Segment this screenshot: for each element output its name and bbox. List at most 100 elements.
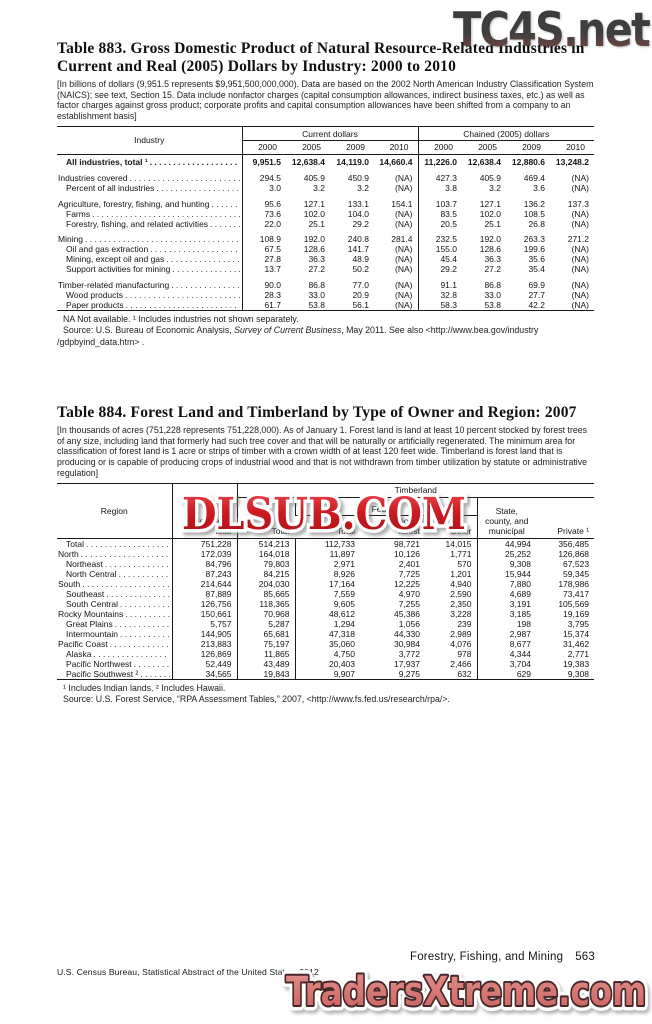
row-label-text: Agriculture, forestry, fishing, and hunt… <box>58 198 210 209</box>
cell-value: 126,868 <box>558 548 590 559</box>
watermark-bottom-outline: TradersXtreme.com <box>286 969 646 1015</box>
cell-value: 33.0 <box>308 289 325 300</box>
cell-value: (NA) <box>395 299 413 310</box>
footer-credit: U.S. Census Bureau, Statistical Abstract… <box>57 967 319 977</box>
cell-value: 356,485 <box>558 538 590 549</box>
table-row: Industries covered 294.5 405.9 450.9 (NA) 427… <box>57 173 594 184</box>
cell-value: 29.2 <box>352 218 369 229</box>
cell-value: 20.5 <box>417 218 462 229</box>
header-line: total <box>215 525 232 536</box>
row-label: Total <box>57 538 172 549</box>
cell-value: 213,883 <box>171 638 237 649</box>
cell-value: 1,771 <box>450 548 472 559</box>
cell-value: 214,644 <box>171 578 237 589</box>
cell-value: 59,345 <box>563 568 590 579</box>
cell-value: 164,018 <box>236 548 295 559</box>
table-row: Forestry, fishing, and related activitie… <box>57 218 594 229</box>
cell-value: 70,968 <box>236 608 295 619</box>
cell-value: 9,308 <box>567 668 590 679</box>
cell-value: 27.2 <box>308 264 325 275</box>
cell-value: 84,215 <box>236 568 295 579</box>
cell-value: 126,756 <box>171 598 237 609</box>
cell-value: 4,344 <box>476 648 536 659</box>
table-883-section: Table 883. Gross Domestic Product of Nat… <box>57 40 594 348</box>
source-italic-text: Survey of Current Business <box>234 325 342 336</box>
col-header-year: 2009 <box>506 140 550 155</box>
cell-value: (NA) <box>395 183 413 194</box>
cell-value: 3,185 <box>476 608 536 619</box>
cell-value: 45,386 <box>394 608 420 619</box>
cell-value: 7,725 <box>398 568 420 579</box>
cell-value: 90.0 <box>241 279 286 290</box>
cell-value: 73,417 <box>563 588 590 599</box>
cell-value: 405.9 <box>303 173 325 184</box>
dot-leader <box>82 579 169 589</box>
cell-value: 28.3 <box>241 289 286 300</box>
cell-value: 47,318 <box>294 628 360 639</box>
cell-value: 2,771 <box>567 648 590 659</box>
cell-value: 69.9 <box>528 279 545 290</box>
table-883-footnote: NA Not available. ¹ Includes industries … <box>63 313 299 324</box>
col-header-industry: Industry <box>57 126 242 155</box>
cell-value: 53.8 <box>484 299 501 310</box>
source-text: Source: U.S. Bureau of Economic Analysis… <box>63 325 235 336</box>
cell-value: 427.3 <box>417 173 462 184</box>
cell-value: 155.0 <box>417 244 462 255</box>
table-row: All industries, total ¹ 9,951.5 12,638.4 14… <box>57 154 594 168</box>
dot-leader <box>150 157 240 167</box>
col-header-year: 2010 <box>550 140 594 155</box>
row-label-text: Pacific Coast <box>58 638 108 649</box>
cell-value: 133.1 <box>347 198 369 209</box>
cell-value: 36.3 <box>308 254 325 265</box>
dot-leader <box>120 599 170 609</box>
cell-value: 3,704 <box>476 658 536 669</box>
cell-value: 58.3 <box>417 299 462 311</box>
cell-value: 405.9 <box>479 173 501 184</box>
cell-value: 35.4 <box>528 264 545 275</box>
row-label-text: Pacific Northwest <box>66 658 132 669</box>
cell-value: 3.6 <box>533 183 545 194</box>
col-header-region: Region <box>57 483 172 539</box>
dot-leader <box>119 569 170 579</box>
cell-value: 104.0 <box>347 208 369 219</box>
header-row-3: Total National forest Other <box>57 515 594 539</box>
cell-value: 4,689 <box>476 588 536 599</box>
cell-value: 48.9 <box>352 254 369 265</box>
cell-value: 118,365 <box>236 598 295 609</box>
cell-value: 95.6 <box>241 198 286 209</box>
cell-value: 2,971 <box>294 558 360 569</box>
cell-value: 75,197 <box>236 638 295 649</box>
row-label-text: Mining <box>58 234 84 245</box>
cell-value: 85,665 <box>236 588 295 599</box>
header-line: Forest land, <box>186 515 232 526</box>
cell-value: 31,462 <box>563 638 590 649</box>
cell-value <box>417 274 462 280</box>
cell-value: 271.2 <box>567 234 589 245</box>
header-year-row: 2000 2005 2009 2010 2000 2005 2009 2010 <box>57 140 594 155</box>
cell-value: 126,869 <box>171 648 237 659</box>
cell-value: 127.1 <box>303 198 325 209</box>
row-label: Pacific Southwest ² <box>57 669 172 680</box>
col-header-year: 2000 <box>241 140 286 155</box>
table-row: Mining, except oil and gas 27.8 36.3 48.9 (N… <box>57 254 594 265</box>
row-label: Timber-related manufacturing <box>57 280 242 290</box>
col-header-year: 2005 <box>462 140 506 155</box>
cell-value: 53.8 <box>308 299 325 310</box>
table-884-footnote: ¹ Includes Indian lands. ² Includes Hawa… <box>63 682 226 693</box>
header-line: county, and <box>485 515 529 526</box>
cell-value: (NA) <box>571 279 589 290</box>
cell-value: 9,951.5 <box>241 154 286 168</box>
row-label-text: South Central <box>66 598 118 609</box>
cell-value: 150,661 <box>171 608 237 619</box>
row-label: Southeast <box>57 589 172 599</box>
row-label: Intermountain <box>57 629 172 639</box>
dot-leader <box>150 244 239 254</box>
col-group-current-dollars: Current dollars <box>241 126 418 141</box>
source-text: , May 2011. See also <http://www.bea.gov… <box>341 325 539 336</box>
row-label: Percent of all industries <box>57 183 242 193</box>
col-header-year: 2005 <box>286 140 330 155</box>
